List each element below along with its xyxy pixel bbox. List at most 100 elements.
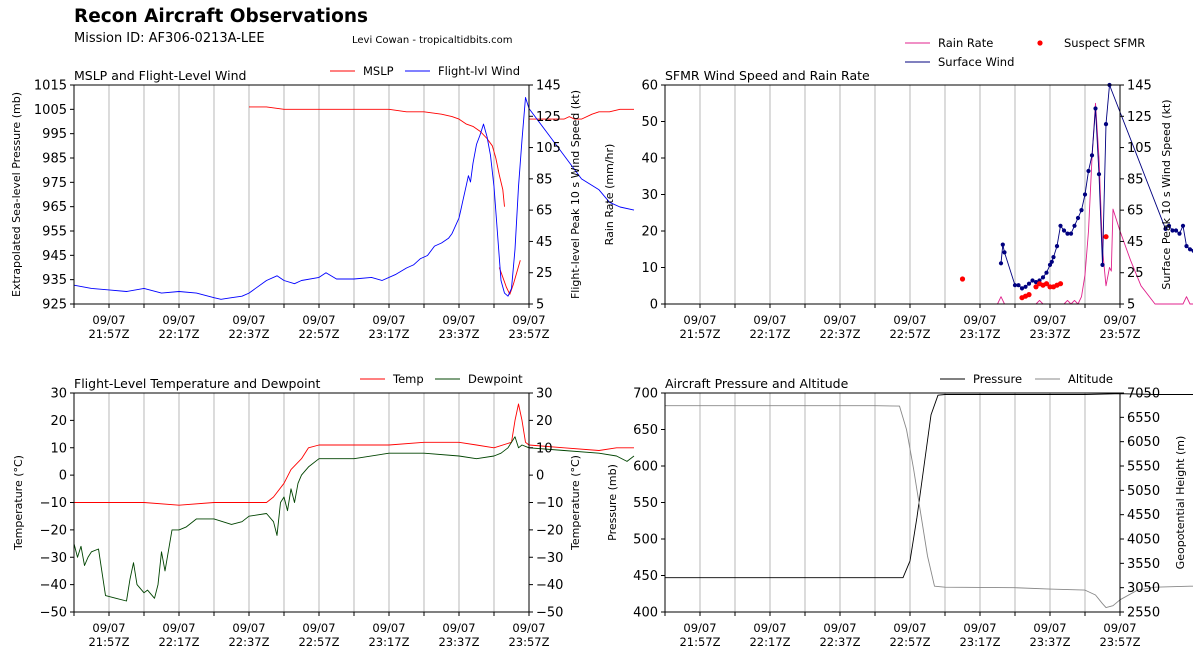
mslp-ytick-left-label: 945 — [42, 249, 67, 264]
mslp-panel-title: MSLP and Flight-Level Wind — [74, 68, 246, 83]
sfmr-ytick-left-label: 60 — [641, 79, 658, 94]
sfmr-surface-wind-point — [1058, 223, 1063, 228]
pressure-ylabel-left: Pressure (mb) — [606, 464, 619, 541]
sfmr-surface-wind-point — [1079, 208, 1084, 213]
mslp-ytick-right-label: 145 — [536, 79, 561, 94]
temp-ytick-left-label: 30 — [50, 387, 67, 402]
sfmr-surface-wind-point — [1061, 228, 1067, 233]
mslp-ytick-right-label: 25 — [536, 266, 553, 281]
sfmr-ytick-right-label: 105 — [1127, 141, 1152, 156]
temp-ytick-right-label: −30 — [536, 551, 563, 566]
sfmr-ytick-right-label: 45 — [1127, 235, 1144, 250]
mslp-xtick-label-time: 22:37Z — [228, 327, 269, 341]
pressure-ytick-left-label: 450 — [633, 569, 658, 584]
sfmr-panel-title: SFMR Wind Speed and Rain Rate — [665, 68, 870, 83]
sfmr-surface-wind-point — [1100, 262, 1105, 267]
temp-xtick-label-date: 09/07 — [512, 621, 545, 635]
sfmr-surface-wind-point — [1170, 228, 1175, 233]
temp-xtick-label-time: 23:57Z — [508, 635, 549, 649]
mslp-ytick-left-label: 1015 — [34, 79, 67, 94]
temp-temp-line — [74, 403, 634, 506]
pressure-xtick-label-time: 23:37Z — [1029, 635, 1070, 649]
sfmr-xtick-label-time: 23:57Z — [1099, 327, 1140, 341]
sfmr-surface-wind-point — [1044, 270, 1049, 275]
sfmr-legend-label-rain-rate: Rain Rate — [938, 36, 993, 50]
mslp-mslp-line — [529, 108, 634, 120]
temp-xtick-label-time: 22:17Z — [158, 635, 199, 649]
pressure-ytick-right-label: 6550 — [1127, 411, 1160, 426]
sfmr-surface-wind-point — [1075, 215, 1081, 221]
temp-xtick-label-date: 09/07 — [162, 621, 195, 635]
mslp-xtick-label-time: 23:57Z — [508, 327, 549, 341]
temp-dewpoint-line — [73, 436, 635, 602]
mslp-xtick-label-date: 09/07 — [302, 313, 335, 327]
sfmr-surface-wind-point — [1093, 106, 1098, 111]
temp-xtick-label-date: 09/07 — [92, 621, 125, 635]
pressure-ytick-left-label: 400 — [633, 606, 658, 621]
pressure-ytick-right-label: 2550 — [1127, 606, 1160, 621]
sfmr-xtick-label-date: 09/07 — [683, 313, 716, 327]
mslp-xtick-label-time: 22:57Z — [298, 327, 339, 341]
pressure-xtick-label-date: 09/07 — [1033, 621, 1066, 635]
mslp-xtick-label-date: 09/07 — [372, 313, 405, 327]
sfmr-xtick-label-date: 09/07 — [753, 313, 786, 327]
sfmr-suspect-sfmr-point — [1026, 292, 1032, 298]
temp-xtick-label-date: 09/07 — [232, 621, 265, 635]
temp-ylabel-left: Temperature (°C) — [12, 455, 25, 551]
mslp-ytick-right-label: 45 — [536, 235, 553, 250]
sfmr-legend-marker-suspect-sfmr — [1037, 40, 1043, 46]
sfmr-xtick-label-time: 23:37Z — [1029, 327, 1070, 341]
temp-ytick-left-label: −50 — [40, 606, 67, 621]
sfmr-ytick-right-label: 5 — [1127, 298, 1135, 313]
pressure-xtick-label-time: 23:57Z — [1099, 635, 1140, 649]
sfmr-surface-wind-point — [1166, 223, 1172, 228]
mslp-ytick-left-label: 975 — [42, 176, 67, 191]
temp-xtick-label-time: 21:57Z — [88, 635, 129, 649]
mslp-ytick-right-label: 5 — [536, 298, 544, 313]
mslp-xtick-label-time: 22:17Z — [158, 327, 199, 341]
temp-ytick-right-label: 30 — [536, 387, 553, 402]
sfmr-ytick-left-label: 50 — [641, 115, 658, 130]
temp-ytick-left-label: 20 — [50, 414, 67, 429]
sfmr-xtick-label-time: 22:57Z — [889, 327, 930, 341]
sfmr-surface-wind-point — [1047, 262, 1053, 267]
temp-ytick-right-label: −10 — [536, 496, 563, 511]
mslp-ytick-left-label: 955 — [42, 225, 67, 240]
temp-ytick-left-label: 10 — [50, 441, 67, 456]
temp-panel-title: Flight-Level Temperature and Dewpoint — [74, 376, 321, 391]
sfmr-ytick-right-label: 85 — [1127, 172, 1144, 187]
sfmr-surface-wind-point — [1086, 168, 1091, 174]
sfmr-surface-wind-point — [1096, 172, 1102, 177]
pressure-frame — [664, 392, 1121, 613]
pressure-xtick-label-time: 22:57Z — [889, 635, 930, 649]
sfmr-legend-label-surface-wind: Surface Wind — [938, 55, 1014, 69]
sfmr-surface-wind-point — [998, 261, 1004, 266]
pressure-ytick-right-label: 3050 — [1127, 581, 1160, 596]
mslp-legend-label-flight-lvl-wind: Flight-lvl Wind — [438, 64, 520, 78]
mslp-xtick-label-date: 09/07 — [442, 313, 475, 327]
sfmr-ylabel-left: Rain Rate (mm/hr) — [603, 144, 616, 246]
temp-legend-label-dewpoint: Dewpoint — [468, 372, 523, 386]
sfmr-xtick-label-time: 22:17Z — [749, 327, 790, 341]
temp-ytick-right-label: 0 — [536, 469, 544, 484]
temp-ylabel-right: Temperature (°C) — [569, 455, 582, 551]
pressure-xtick-label-time: 22:37Z — [819, 635, 860, 649]
sfmr-surface-wind-point — [1089, 153, 1095, 158]
credit-text: Levi Cowan - tropicaltidbits.com — [352, 35, 513, 46]
sfmr-ytick-left-label: 40 — [641, 152, 658, 167]
pressure-ytick-right-label: 3550 — [1127, 557, 1160, 572]
pressure-xtick-label-date: 09/07 — [963, 621, 996, 635]
pressure-panel-title: Aircraft Pressure and Altitude — [665, 376, 849, 391]
temp-ytick-left-label: 0 — [59, 469, 67, 484]
sfmr-xtick-label-time: 22:37Z — [819, 327, 860, 341]
temp-ytick-right-label: −20 — [536, 523, 563, 538]
sfmr-frame — [664, 84, 1121, 305]
sfmr-xtick-label-time: 23:17Z — [959, 327, 1000, 341]
sfmr-surface-wind-point — [1072, 223, 1077, 228]
temp-xtick-label-time: 23:37Z — [438, 635, 479, 649]
temp-ytick-left-label: −10 — [40, 496, 67, 511]
mslp-ylabel-left: Extrapolated Sea-level Pressure (mb) — [10, 92, 23, 297]
main-title: Recon Aircraft Observations — [74, 6, 369, 27]
sfmr-xtick-label-date: 09/07 — [963, 313, 996, 327]
